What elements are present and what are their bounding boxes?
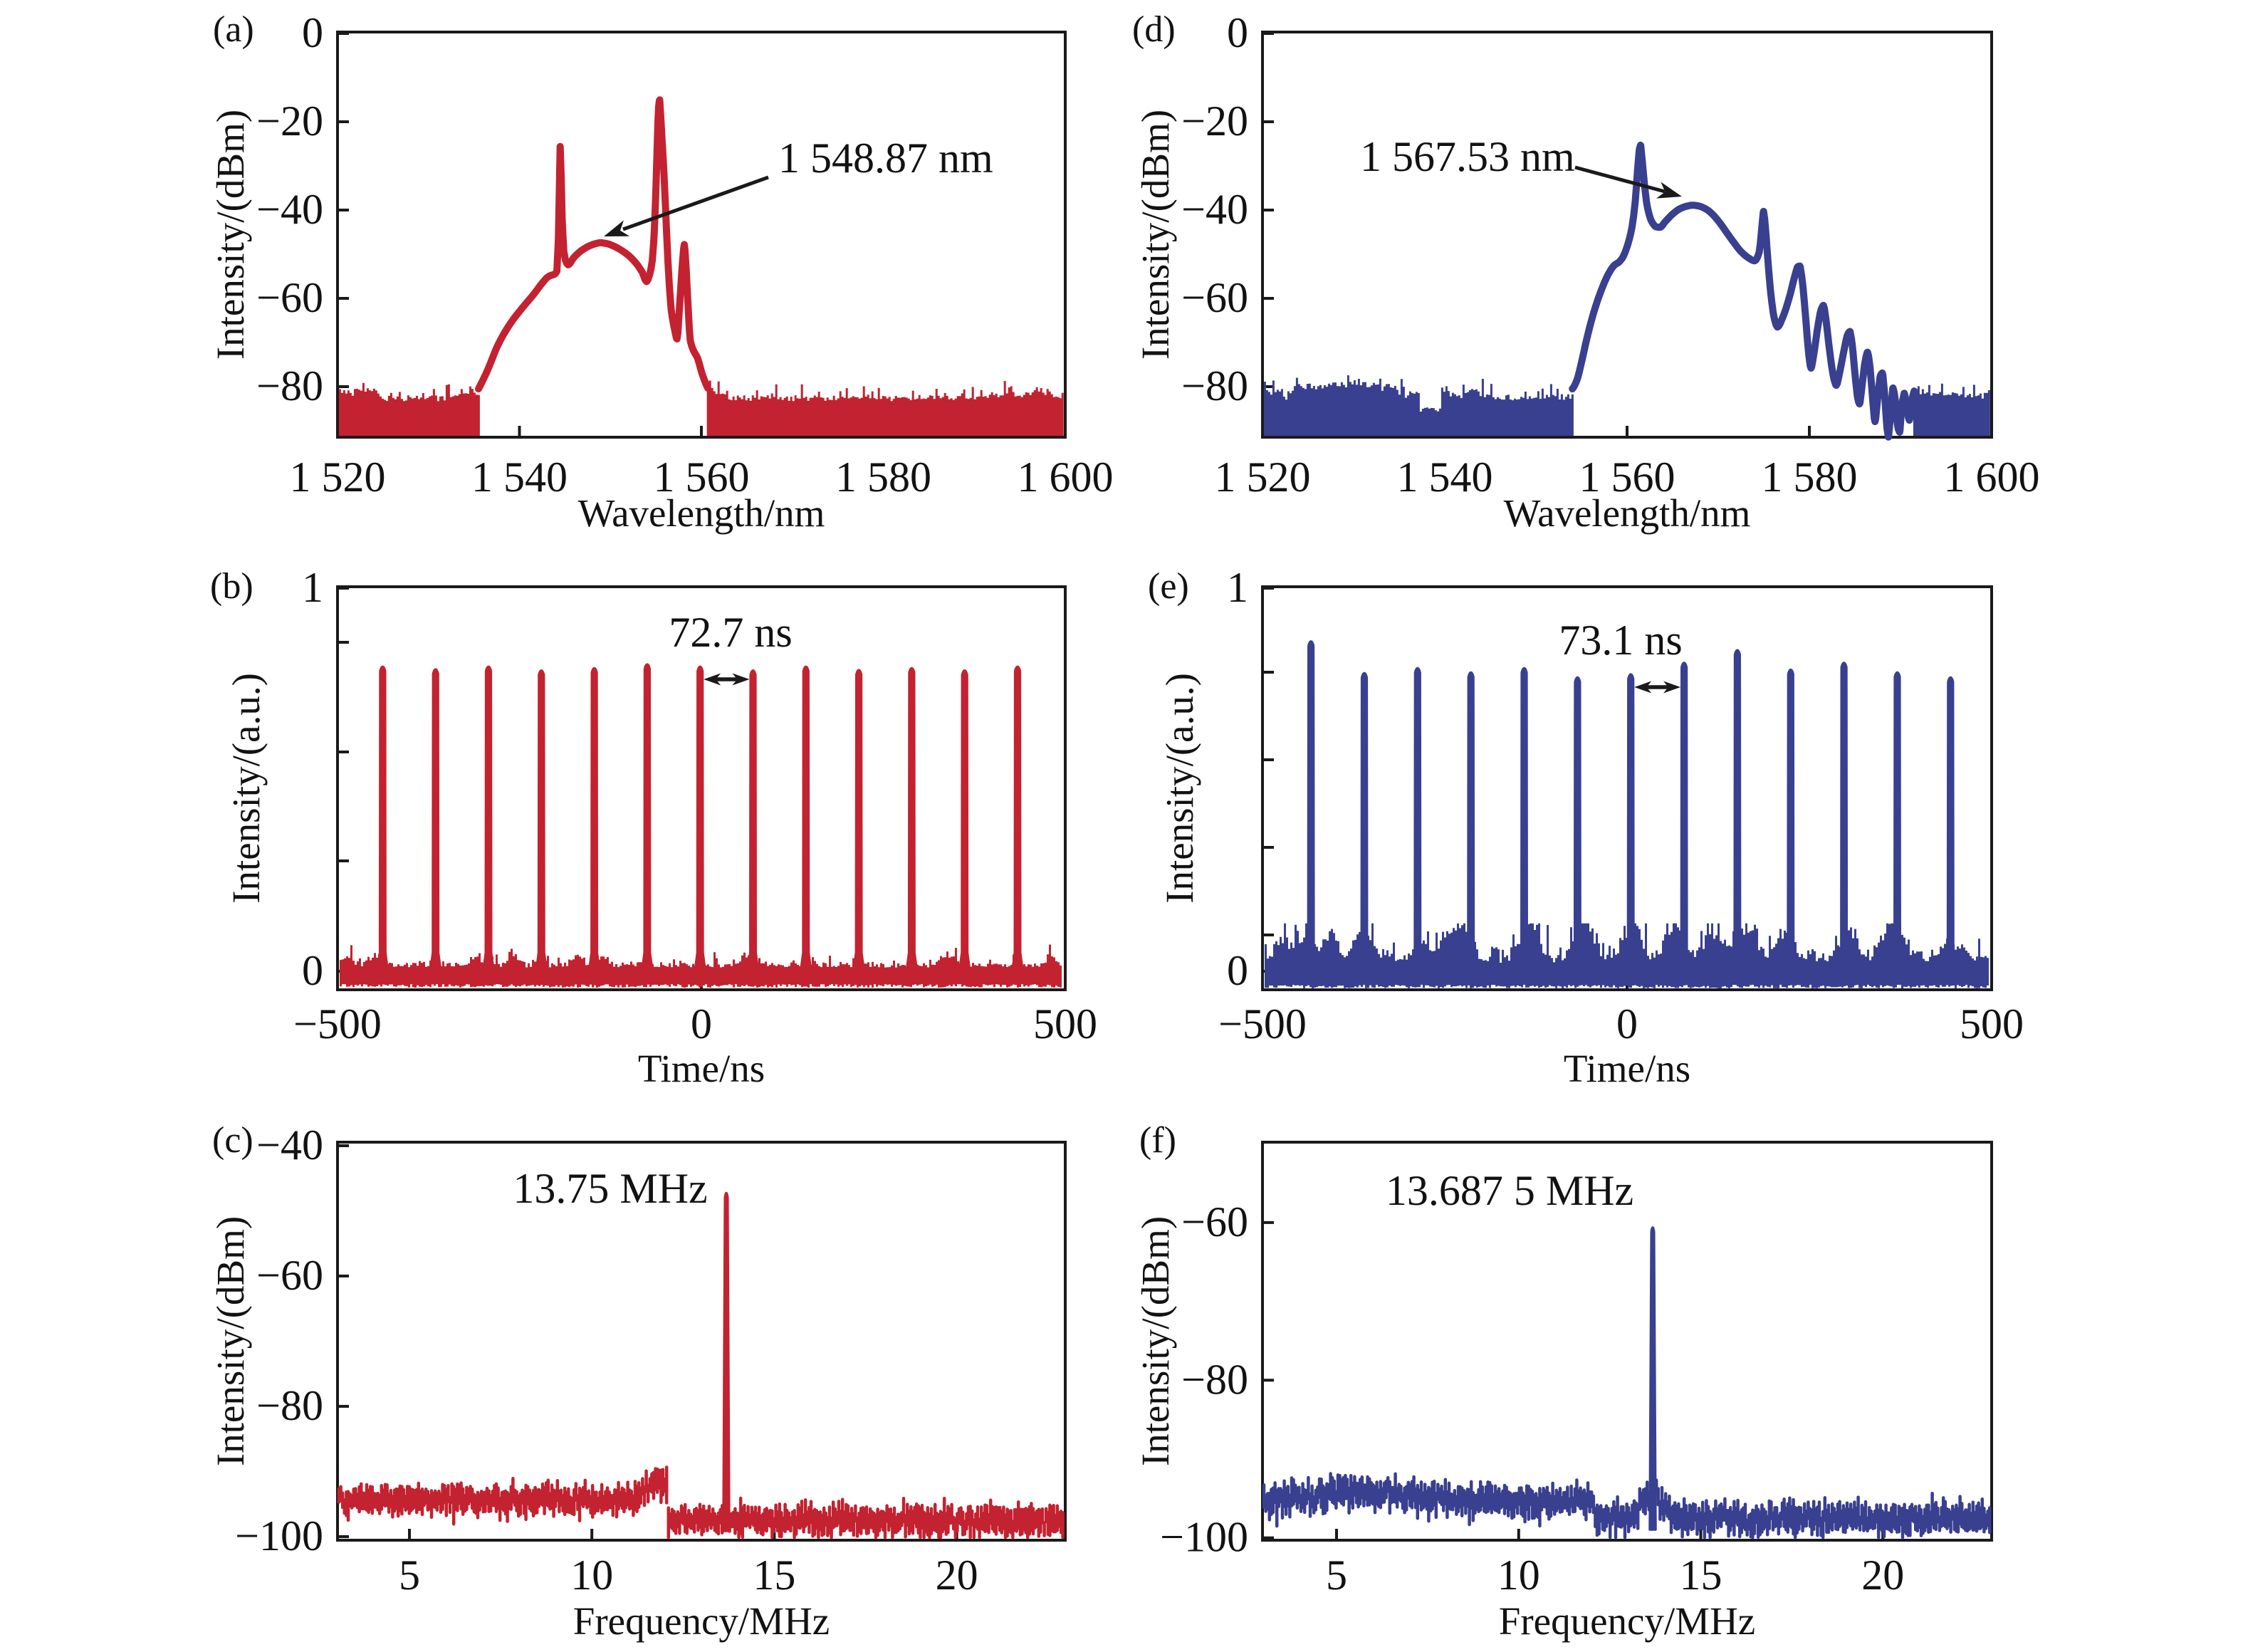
- svg-text:10: 10: [570, 1552, 613, 1599]
- svg-text:1: 1: [1227, 564, 1248, 611]
- svg-text:20: 20: [936, 1552, 978, 1599]
- svg-text:−100: −100: [1160, 1514, 1248, 1561]
- svg-text:13.75 MHz: 13.75 MHz: [513, 1165, 707, 1212]
- svg-text:−80: −80: [1181, 362, 1248, 409]
- svg-text:(c): (c): [212, 1120, 253, 1161]
- svg-text:−60: −60: [256, 1252, 323, 1299]
- svg-text:−60: −60: [256, 274, 323, 321]
- svg-text:Frequency/MHz: Frequency/MHz: [1499, 1599, 1755, 1643]
- svg-text:−40: −40: [1181, 186, 1248, 233]
- svg-text:1 540: 1 540: [471, 454, 568, 501]
- svg-text:−80: −80: [256, 362, 323, 409]
- svg-text:Wavelength/nm: Wavelength/nm: [578, 491, 825, 535]
- svg-text:500: 500: [1960, 1000, 2024, 1047]
- svg-text:−40: −40: [256, 1122, 323, 1169]
- svg-text:−100: −100: [235, 1512, 323, 1559]
- svg-text:1: 1: [302, 564, 323, 611]
- svg-text:0: 0: [302, 947, 323, 994]
- svg-text:1 600: 1 600: [1944, 454, 2040, 501]
- svg-text:Time/ns: Time/ns: [638, 1047, 765, 1090]
- svg-text:20: 20: [1861, 1552, 1904, 1599]
- svg-text:Wavelength/nm: Wavelength/nm: [1504, 491, 1751, 535]
- svg-text:1 540: 1 540: [1397, 454, 1493, 501]
- svg-text:1 600: 1 600: [1018, 454, 1114, 501]
- svg-text:Intensity/(dBm): Intensity/(dBm): [1134, 110, 1177, 360]
- svg-text:−60: −60: [1181, 274, 1248, 321]
- svg-text:−60: −60: [1181, 1198, 1248, 1245]
- svg-text:0: 0: [302, 9, 323, 56]
- svg-text:1 520: 1 520: [1215, 454, 1311, 501]
- svg-text:Frequency/MHz: Frequency/MHz: [573, 1599, 830, 1643]
- svg-text:1 520: 1 520: [290, 454, 386, 501]
- svg-text:(e): (e): [1148, 566, 1189, 607]
- svg-text:−20: −20: [1181, 98, 1248, 145]
- svg-text:−500: −500: [293, 1000, 382, 1047]
- svg-text:(f): (f): [1139, 1120, 1176, 1161]
- svg-text:5: 5: [399, 1552, 420, 1599]
- svg-text:(b): (b): [210, 566, 253, 607]
- svg-text:Intensity/(a.u.): Intensity/(a.u.): [224, 673, 268, 904]
- svg-text:(d): (d): [1132, 9, 1176, 50]
- svg-text:15: 15: [753, 1552, 795, 1599]
- svg-text:1 580: 1 580: [1762, 454, 1858, 501]
- svg-text:−80: −80: [256, 1382, 323, 1429]
- svg-text:1 560: 1 560: [1579, 454, 1675, 501]
- svg-text:1 548.87 nm: 1 548.87 nm: [778, 135, 993, 182]
- svg-text:Intensity/(a.u.): Intensity/(a.u.): [1158, 673, 1201, 904]
- svg-text:1 560: 1 560: [654, 454, 750, 501]
- svg-text:72.7 ns: 72.7 ns: [669, 609, 792, 656]
- svg-text:0: 0: [1227, 947, 1248, 994]
- svg-text:5: 5: [1326, 1552, 1347, 1599]
- svg-text:15: 15: [1680, 1552, 1722, 1599]
- svg-text:1 580: 1 580: [835, 454, 931, 501]
- svg-text:10: 10: [1497, 1552, 1540, 1599]
- svg-text:0: 0: [1227, 9, 1248, 56]
- svg-text:−500: −500: [1218, 1000, 1307, 1047]
- svg-text:1 567.53 nm: 1 567.53 nm: [1360, 133, 1575, 180]
- svg-text:−80: −80: [1181, 1356, 1248, 1403]
- svg-text:0: 0: [1616, 1000, 1638, 1047]
- svg-text:−20: −20: [256, 98, 323, 145]
- svg-text:0: 0: [691, 1000, 712, 1047]
- svg-text:Intensity/(dBm): Intensity/(dBm): [209, 1216, 252, 1466]
- svg-text:−40: −40: [256, 186, 323, 233]
- svg-text:Intensity/(dBm): Intensity/(dBm): [1134, 1216, 1177, 1466]
- svg-text:Intensity/(dBm): Intensity/(dBm): [209, 110, 252, 360]
- svg-text:Time/ns: Time/ns: [1564, 1047, 1690, 1090]
- svg-text:13.687 5 MHz: 13.687 5 MHz: [1386, 1167, 1633, 1214]
- svg-text:(a): (a): [213, 9, 254, 50]
- svg-text:500: 500: [1033, 1000, 1097, 1047]
- svg-text:73.1 ns: 73.1 ns: [1559, 617, 1682, 664]
